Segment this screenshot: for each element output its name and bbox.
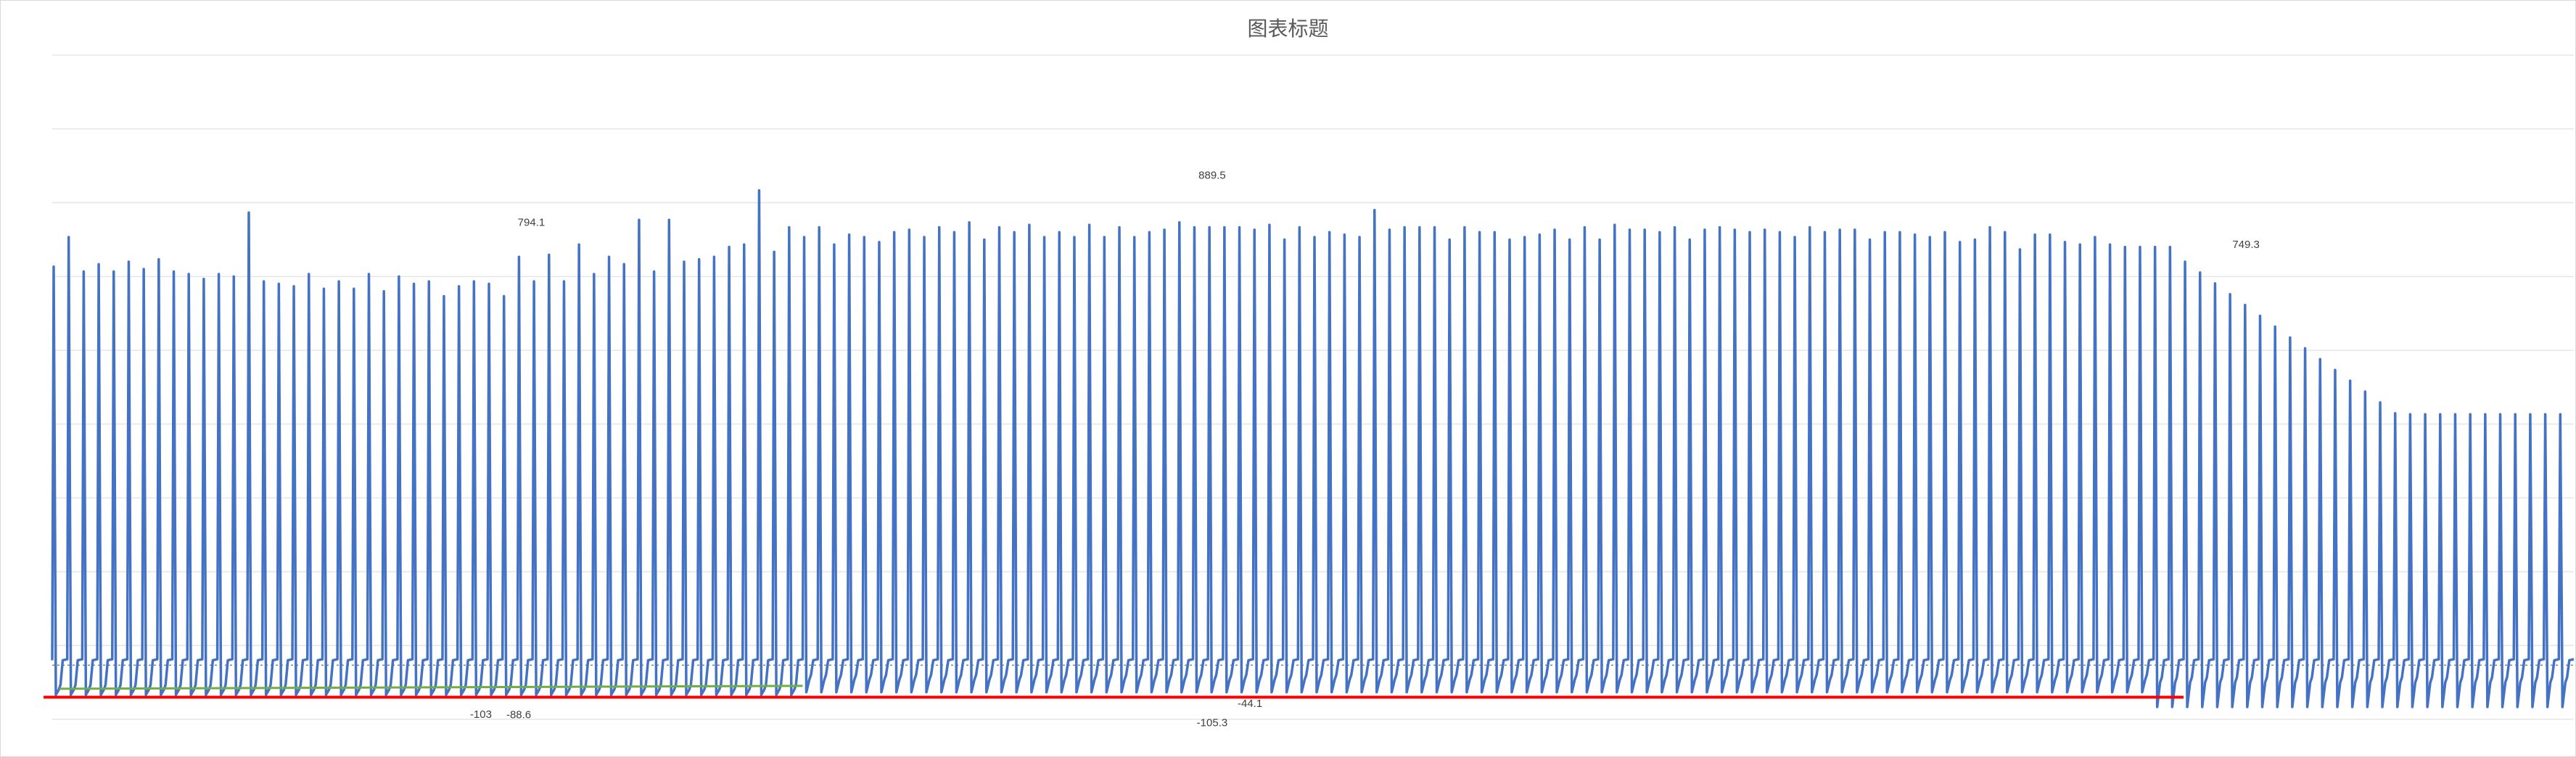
data-label: -103 bbox=[470, 708, 492, 721]
data-label: 749.3 bbox=[2232, 239, 2260, 251]
data-label: 889.5 bbox=[1198, 170, 1226, 182]
data-label: -44.1 bbox=[1238, 698, 1262, 710]
data-label: 794.1 bbox=[518, 216, 546, 228]
series-green-line bbox=[59, 684, 803, 690]
data-label: -105.3 bbox=[1197, 717, 1228, 729]
series-spike-line bbox=[51, 189, 2575, 708]
chart-title: 图表标题 bbox=[1247, 17, 1329, 41]
data-label: -88.6 bbox=[506, 708, 531, 721]
